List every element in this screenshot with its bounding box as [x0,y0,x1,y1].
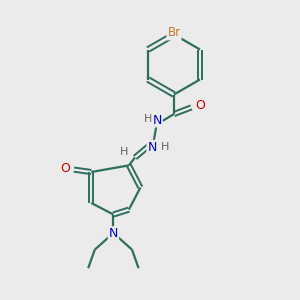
Text: N: N [147,141,157,154]
Text: H: H [143,114,152,124]
Text: Br: Br [167,26,181,40]
Text: O: O [60,162,70,175]
Text: H: H [161,142,169,152]
Text: N: N [109,227,118,240]
Text: H: H [120,147,129,157]
Text: N: N [152,113,162,127]
Text: O: O [195,99,205,112]
